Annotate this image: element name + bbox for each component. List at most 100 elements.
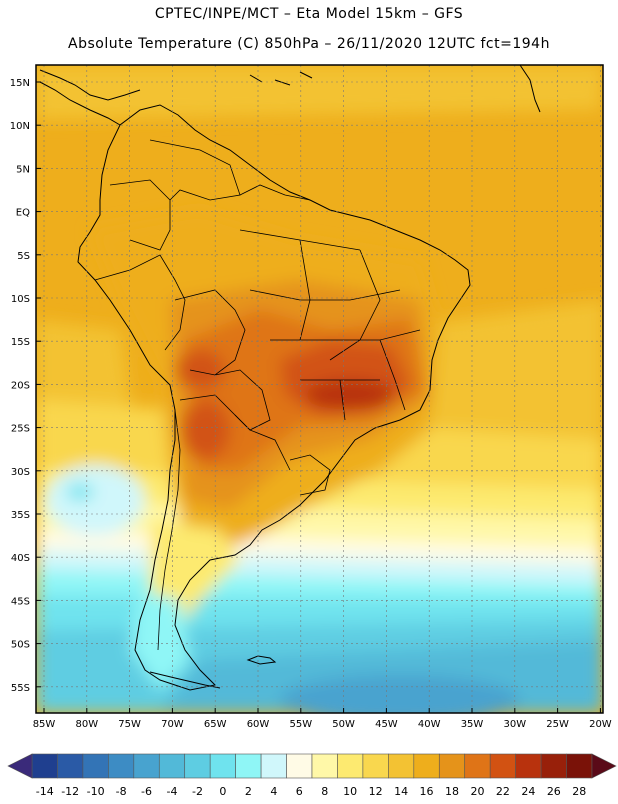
lon-tick-label: 25W bbox=[546, 719, 569, 730]
colorbar-label: -14 bbox=[36, 785, 54, 798]
colorbar-label: 12 bbox=[369, 785, 383, 798]
colorbar-swatch bbox=[57, 753, 84, 779]
border-colombia bbox=[109, 179, 171, 251]
colorbar-swatch bbox=[515, 753, 542, 779]
colorbar-label: 8 bbox=[321, 785, 328, 798]
colorbar-label: -8 bbox=[116, 785, 127, 798]
lon-tick-label: 70W bbox=[161, 719, 184, 730]
caribbean-islands bbox=[249, 65, 541, 113]
lon-tick-label: 55W bbox=[289, 719, 312, 730]
caribbean-coast bbox=[39, 69, 141, 101]
colorbar-label: 4 bbox=[270, 785, 277, 798]
colorbar-swatch bbox=[362, 753, 389, 779]
field-chaco-22c bbox=[175, 350, 225, 390]
colorbar-label: -4 bbox=[167, 785, 178, 798]
field-deep-cold bbox=[280, 675, 520, 713]
colorbar-swatch bbox=[108, 753, 135, 779]
border-peru bbox=[94, 254, 186, 351]
colorbar-low-arrow bbox=[7, 753, 33, 779]
lat-tick-label: 10N bbox=[10, 121, 30, 132]
lon-axis: 85W 80W 75W 70W 65W 60W 55W 50W 45W 40W 35W 30W 25W 2… bbox=[33, 708, 612, 730]
colorbar-swatch bbox=[464, 753, 491, 779]
field-pacific-cool-pool bbox=[45, 465, 145, 535]
lat-tick-label: 15N bbox=[10, 78, 30, 89]
field-north-14c bbox=[36, 65, 603, 120]
colorbar-swatch bbox=[540, 753, 567, 779]
border-uruguay bbox=[289, 454, 331, 496]
colorbar-label: 26 bbox=[547, 785, 561, 798]
colorbar-label: 18 bbox=[445, 785, 459, 798]
map-subtitle: Absolute Temperature (C) 850hPa – 26/11/… bbox=[68, 36, 550, 52]
lon-tick-label: 75W bbox=[118, 719, 141, 730]
colorbar-label: 14 bbox=[394, 785, 408, 798]
colorbar-swatch bbox=[235, 753, 262, 779]
colorbar-label: 24 bbox=[521, 785, 535, 798]
colorbar-swatch bbox=[311, 753, 338, 779]
colorbar-label: -12 bbox=[61, 785, 79, 798]
colorbar-swatch bbox=[158, 753, 186, 779]
field-argentina-22c bbox=[180, 400, 230, 460]
colorbar-swatch bbox=[566, 753, 593, 779]
colorbar-swatch bbox=[286, 753, 313, 779]
lon-tick-label: 35W bbox=[461, 719, 484, 730]
lon-tick-label: 50W bbox=[332, 719, 355, 730]
field-pacific-cold-spot bbox=[66, 484, 94, 500]
colorbar-high-arrow bbox=[591, 753, 617, 779]
colorbar-swatch bbox=[184, 753, 211, 779]
border-argentina-chile bbox=[157, 409, 181, 651]
colorbar-label: 16 bbox=[420, 785, 434, 798]
lon-tick-label: 85W bbox=[33, 719, 56, 730]
colorbar-swatch bbox=[388, 753, 415, 779]
colorbar-swatch bbox=[31, 753, 58, 779]
lat-tick-label: 25S bbox=[11, 424, 30, 435]
lat-tick-label: 15S bbox=[11, 337, 30, 348]
colorbar-swatch bbox=[413, 753, 440, 779]
colorbar-label: 10 bbox=[343, 785, 357, 798]
colorbar-swatch bbox=[133, 753, 160, 779]
lat-tick-label: 55S bbox=[11, 683, 30, 694]
lat-axis: 15N 10N 5N EQ 5S 10S 15S 20S 25S 30S 35S 40S 45S 50S 5… bbox=[10, 78, 41, 694]
lon-tick-label: 30W bbox=[503, 719, 526, 730]
lon-tick-label: 20W bbox=[589, 719, 612, 730]
colorbar-label: 2 bbox=[245, 785, 252, 798]
border-argentina-north bbox=[179, 394, 291, 471]
border-guyanas bbox=[239, 184, 311, 201]
lat-tick-label: 20S bbox=[11, 380, 30, 391]
colorbar-label: 6 bbox=[296, 785, 303, 798]
plot-frame bbox=[35, 64, 604, 714]
colorbar-label: -6 bbox=[141, 785, 152, 798]
border-brazil-states bbox=[239, 229, 421, 421]
field-continent-24c bbox=[305, 380, 395, 410]
colorbar: -14 -12 -10 -8 -6 -4 -2 0 2 4 6 8 10 12 14 16 18 20 22 24 26… bbox=[7, 753, 617, 798]
falklands bbox=[246, 655, 277, 665]
colorbar-label: 0 bbox=[219, 785, 226, 798]
lat-lon-grid bbox=[36, 65, 603, 713]
map-title: CPTEC/INPE/MCT – Eta Model 15km – GFS bbox=[154, 6, 464, 22]
lon-tick-label: 45W bbox=[375, 719, 398, 730]
colorbar-label: -2 bbox=[192, 785, 203, 798]
lon-tick-label: 65W bbox=[204, 719, 227, 730]
lat-tick-label: 5N bbox=[16, 164, 30, 175]
central-america-coast bbox=[39, 81, 121, 126]
lon-tick-label: 40W bbox=[418, 719, 441, 730]
colorbar-swatch bbox=[82, 753, 109, 779]
lat-tick-label: 5S bbox=[17, 251, 30, 262]
lat-tick-label: 10S bbox=[11, 294, 30, 305]
lat-tick-label: 30S bbox=[11, 467, 30, 478]
colorbar-label: 28 bbox=[572, 785, 586, 798]
colorbar-label: -10 bbox=[87, 785, 105, 798]
lat-tick-label: 35S bbox=[11, 510, 30, 521]
colorbar-swatch bbox=[209, 753, 236, 779]
colorbar-swatch bbox=[438, 753, 466, 779]
lon-tick-label: 80W bbox=[75, 719, 98, 730]
lat-tick-label: 50S bbox=[11, 640, 30, 651]
south-america-coast bbox=[77, 104, 471, 691]
colorbar-swatch bbox=[337, 753, 364, 779]
temperature-field bbox=[36, 65, 603, 713]
colorbar-label: 20 bbox=[470, 785, 484, 798]
colorbar-label: 22 bbox=[496, 785, 510, 798]
coastlines bbox=[39, 65, 541, 691]
lat-tick-label: EQ bbox=[16, 208, 30, 219]
